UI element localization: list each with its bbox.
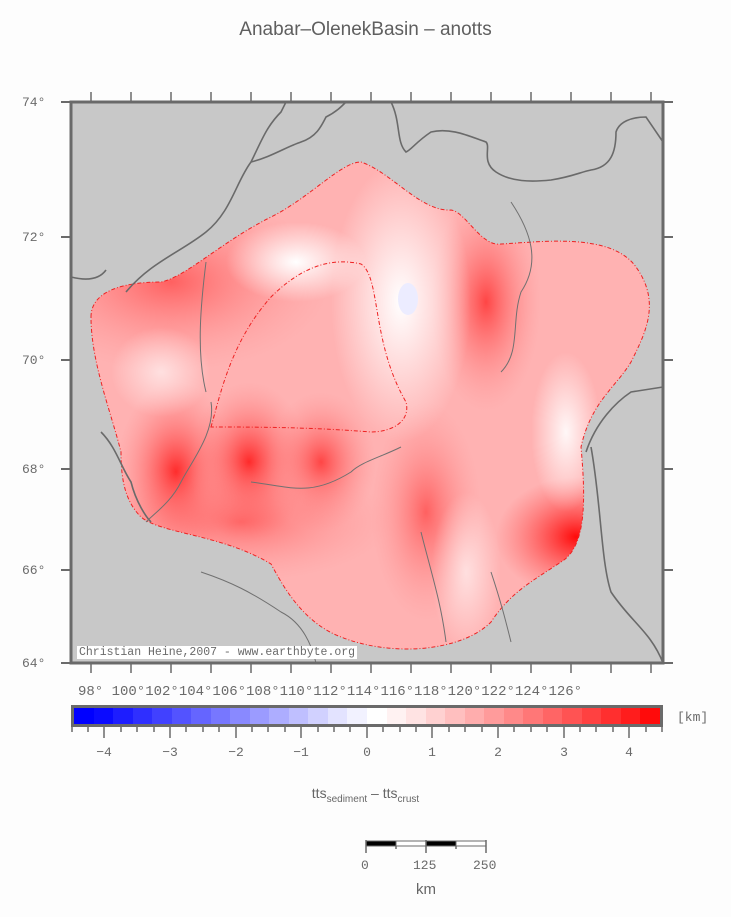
- map-frame-border: [69, 100, 665, 665]
- formula-term-a: tts: [311, 785, 327, 801]
- formula-operator: –: [371, 785, 379, 801]
- colorbar-label-m1: −1: [293, 745, 309, 760]
- scale-label-0: 0: [361, 858, 369, 873]
- scale-label-125: 125: [413, 858, 437, 873]
- lat-label-66: 66°: [22, 563, 46, 578]
- scale-label-250: 250: [473, 858, 497, 873]
- scale-bar: [365, 840, 487, 853]
- anomaly-field: [91, 162, 650, 649]
- formula-term-b: tts: [382, 785, 398, 801]
- map-title: Anabar–OlenekBasin – anotts: [239, 19, 492, 40]
- colorbar-label-3: 3: [560, 745, 568, 760]
- map-plot[interactable]: M: [61, 92, 673, 673]
- lat-ticks: [61, 101, 673, 664]
- colorbar-label-m4: −4: [96, 745, 112, 760]
- colorbar-unit: [km]: [677, 710, 709, 725]
- colorbar-label-1: 1: [428, 745, 436, 760]
- colorbar-label-0: 0: [363, 745, 371, 760]
- formula-sub-a: sediment: [326, 793, 368, 805]
- colorbar-title: ttssediment – ttscrust: [0, 785, 731, 805]
- lon-ticks: [90, 92, 652, 673]
- coastlines: M: [70, 101, 664, 664]
- colorbar: [71, 705, 663, 727]
- rivers: [145, 201, 533, 664]
- lat-label-64: 64°: [22, 656, 46, 671]
- colorbar-ticks: [71, 727, 663, 738]
- colorbar-label-m2: −2: [228, 745, 244, 760]
- lat-label-74: 74°: [22, 95, 46, 110]
- colorbar-label-4: 4: [625, 745, 633, 760]
- scale-unit: km: [416, 881, 436, 898]
- lon-labels: 98° 100°102°104°106°108°110°112°114°116°…: [78, 684, 583, 700]
- colorbar-label-2: 2: [494, 745, 502, 760]
- lat-label-70: 70°: [22, 353, 46, 368]
- basin-outline: [90, 161, 650, 650]
- colorbar-label-m3: −3: [162, 745, 178, 760]
- formula-sub-b: crust: [397, 793, 420, 805]
- lat-label-72: 72°: [22, 230, 46, 245]
- credit-label: Christian Heine,2007 - www.earthbyte.org: [77, 646, 358, 659]
- lat-label-68: 68°: [22, 462, 46, 477]
